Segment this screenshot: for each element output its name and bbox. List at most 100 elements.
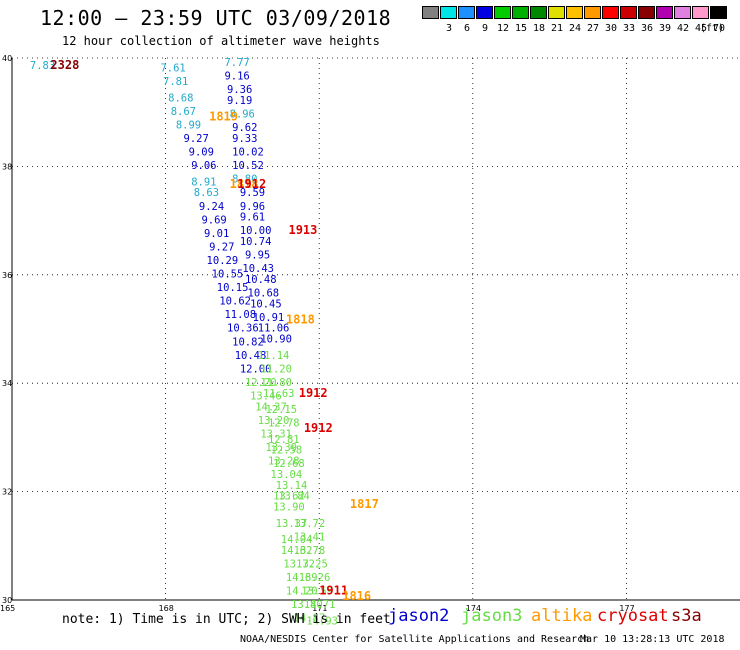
track-time-label: 1912 [237, 177, 266, 191]
map-subtitle: 12 hour collection of altimeter wave hei… [62, 34, 380, 48]
lat-tick-label: 36 [2, 271, 12, 280]
wave-height-value: 10.15 [217, 282, 249, 294]
track-time-label: 1912 [304, 421, 333, 435]
wave-height-value: 10.74 [240, 236, 272, 248]
wave-height-value: 10.91 [253, 312, 285, 324]
wave-height-value: 10.45 [250, 298, 282, 310]
wave-height-value: 8.63 [194, 187, 219, 199]
wave-height-value: 10.90 [260, 334, 292, 346]
legend-swatch-label: 39 [658, 23, 672, 34]
wave-height-value: 9.59 [240, 187, 265, 199]
wave-height-value: 11.14 [258, 350, 290, 362]
wave-height-value: 12.15 [265, 404, 297, 416]
wave-height-value: 8.91 [191, 176, 216, 188]
wave-height-value: 13.25 [296, 558, 328, 570]
wave-height-value: 13.04 [271, 469, 303, 481]
legend-swatch [692, 6, 709, 19]
wave-height-value: 8.67 [171, 106, 196, 118]
wave-height-value: 14.69 [286, 572, 318, 584]
track-time-label: 1912 [299, 386, 328, 400]
legend-swatch [620, 6, 637, 19]
legend-swatch-label: 45 [694, 23, 708, 34]
wave-height-value: 14.04 [281, 534, 313, 546]
track-time-label: 1819 [209, 109, 238, 123]
legend-swatch [602, 6, 619, 19]
wave-height-value: 10.55 [212, 269, 244, 281]
legend-swatch [566, 6, 583, 19]
wave-height-value: 12.68 [273, 458, 305, 470]
wave-height-value: 7.77 [224, 57, 249, 69]
wave-height-value: 13.37 [276, 518, 308, 530]
legend-swatch-label: 42 [676, 23, 690, 34]
wave-height-value: 10.68 [248, 287, 280, 299]
track-time-label: 1911 [319, 584, 348, 598]
wave-height-value: 10.02 [232, 147, 264, 159]
legend-swatch-label: 3 [445, 23, 453, 34]
lat-tick-label: 30 [2, 596, 12, 605]
wave-height-value: 9.06 [191, 160, 216, 172]
wave-height-value: 11.63 [263, 388, 295, 400]
wave-height-value: 8.80 [232, 174, 257, 186]
legend-swatch [530, 6, 547, 19]
wave-height-value: 9.27 [184, 133, 209, 145]
satellite-legend-jason3: jason3 [461, 606, 523, 626]
wave-height-value: 10.48 [245, 274, 277, 286]
wave-height-value: 10.29 [207, 255, 239, 267]
wave-height-value: 12.00 [240, 363, 272, 375]
track-time-label: 1818 [230, 177, 259, 191]
wave-height-value: 7.83 [30, 60, 55, 72]
wave-height-value: 9.24 [199, 201, 224, 213]
track-time-label: 2328 [50, 58, 79, 72]
lat-tick-label: 38 [2, 162, 12, 171]
wave-height-value: 14.71 [304, 599, 336, 611]
wave-height-value: 10.62 [219, 296, 251, 308]
legend-swatch [548, 6, 565, 19]
wave-height-value: 13.14 [276, 480, 308, 492]
legend-swatch-label: 9 [481, 23, 489, 34]
legend-swatch-label: 12 [496, 23, 510, 34]
track-time-label: 1818 [286, 313, 315, 327]
wave-height-value: 12.78 [268, 418, 300, 430]
wave-height-value: 13.80 [291, 599, 323, 611]
legend-swatch-label: 24 [568, 23, 582, 34]
legend-swatch-label: 21 [550, 23, 564, 34]
legend-swatch [656, 6, 673, 19]
legend-swatch [476, 6, 493, 19]
map-title: 12:00 – 23:59 UTC 03/09/2018 [40, 6, 392, 30]
wave-height-value: 9.96 [240, 201, 265, 213]
legend-swatch [674, 6, 691, 19]
wave-height-value: 8.99 [176, 119, 201, 131]
wave-height-value: 9.27 [209, 241, 234, 253]
wave-height-value: 10.36 [227, 323, 259, 335]
footer-timestamp: Mar 10 13:28:13 UTC 2018 [580, 634, 725, 645]
wave-height-value: 13.59 [301, 586, 333, 598]
legend-swatch-label: 36 [640, 23, 654, 34]
wave-height-value: 13.41 [294, 531, 326, 543]
legend-swatch [710, 6, 727, 19]
wave-height-value: 10.52 [232, 160, 264, 172]
legend-swatch [512, 6, 529, 19]
legend-swatch [638, 6, 655, 19]
wave-height-value: 14.37 [255, 401, 287, 413]
legend-swatch-label: 27 [586, 23, 600, 34]
wave-height-value: 9.33 [232, 133, 257, 145]
wave-height-value: 11.08 [224, 309, 256, 321]
wave-height-value: 14.93 [306, 615, 338, 627]
lat-tick-label: 40 [2, 54, 12, 63]
wave-height-value: 14.87 [294, 613, 326, 625]
wave-height-value: 13.46 [250, 390, 282, 402]
wave-height-value: 13.84 [278, 491, 310, 503]
lat-tick-label: 34 [2, 379, 12, 388]
lon-tick-label: 168 [159, 604, 174, 613]
track-time-label: 1816 [342, 589, 371, 603]
wave-height-value: 11.20 [260, 363, 292, 375]
wave-height-value: 9.19 [227, 95, 252, 107]
wave-height-value: 9.09 [189, 147, 214, 159]
wave-height-value: 11.06 [258, 323, 290, 335]
wave-height-value: 9.69 [201, 214, 226, 226]
wave-height-value: 9.95 [245, 250, 270, 262]
wave-height-value: 9.01 [204, 228, 229, 240]
wave-height-value: 13.72 [294, 518, 326, 530]
lat-tick-label: 32 [2, 488, 12, 497]
